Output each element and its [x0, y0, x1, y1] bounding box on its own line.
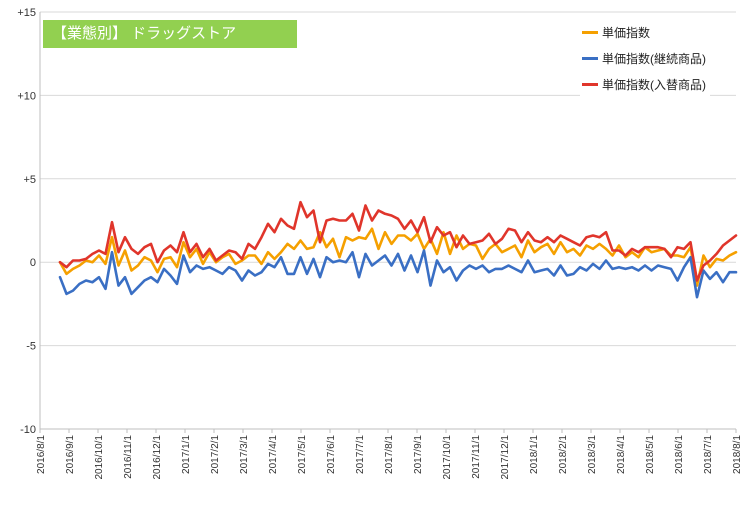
x-tick-label: 2018/7/1	[703, 435, 714, 474]
legend-swatch-continuing-products	[582, 56, 598, 60]
x-tick-label: 2018/1/1	[529, 435, 540, 474]
series-line-1	[58, 249, 738, 299]
y-tick-label: +15	[17, 7, 36, 19]
x-tick-label: 2016/11/1	[123, 435, 134, 479]
x-tick-label: 2018/4/1	[616, 435, 627, 474]
x-tick-label: 2018/5/1	[645, 435, 656, 474]
x-tick-label: 2017/12/1	[500, 435, 511, 480]
x-tick-label: 2018/8/1	[732, 435, 742, 474]
x-tick-label: 2016/12/1	[152, 435, 163, 480]
x-tick-label: 2017/3/1	[239, 435, 250, 474]
x-tick-label: 2017/5/1	[297, 435, 308, 474]
legend-item-replaced-products: 単価指数(入替商品)	[582, 71, 706, 97]
y-tick-label: -10	[20, 424, 36, 436]
axes	[39, 12, 737, 433]
legend-label-replaced-products: 単価指数(入替商品)	[602, 77, 706, 92]
series-line-2	[58, 200, 738, 282]
x-tick-label: 2016/10/1	[94, 435, 105, 480]
legend-item-continuing-products: 単価指数(継続商品)	[582, 45, 706, 71]
x-tick-label: 2017/11/1	[471, 435, 482, 479]
legend-label-price-index: 単価指数	[602, 25, 651, 40]
x-tick-label: 2018/6/1	[674, 435, 685, 474]
x-tick-label: 2017/1/1	[181, 435, 192, 474]
x-tick-label: 2016/9/1	[65, 435, 76, 474]
x-tick-label: 2017/8/1	[384, 435, 395, 474]
legend-label-continuing-products: 単価指数(継続商品)	[602, 51, 706, 66]
y-tick-label: 0	[30, 257, 36, 269]
x-tick-label: 2017/9/1	[413, 435, 424, 474]
x-tick-label: 2016/8/1	[36, 435, 47, 474]
x-tick-label: 2017/4/1	[268, 435, 279, 474]
x-tick-label: 2017/6/1	[326, 435, 337, 474]
x-tick-label: 2017/10/1	[442, 435, 453, 480]
legend-item-price-index: 単価指数	[582, 19, 706, 45]
y-tick-label: -5	[26, 341, 36, 353]
y-tick-labels: -10 -5 0 +5 +10 +15	[17, 7, 36, 436]
y-tick-label: +10	[17, 90, 36, 102]
x-tick-labels: 2016/8/1 2016/9/1 2016/10/1 2016/11/1 2016/1…	[36, 435, 742, 480]
chart-title: 【業態別】 ドラッグストア	[43, 20, 297, 48]
legend-swatch-replaced-products	[582, 82, 598, 86]
legend: 単価指数 単価指数(継続商品) 単価指数(入替商品)	[580, 15, 710, 99]
x-tick-label: 2018/3/1	[587, 435, 598, 474]
legend-swatch-price-index	[582, 30, 598, 34]
series-lines	[58, 200, 738, 299]
y-tick-label: +5	[23, 174, 36, 186]
x-tick-label: 2018/2/1	[558, 435, 569, 474]
x-tick-label: 2017/2/1	[210, 435, 221, 474]
x-tick-label: 2017/7/1	[355, 435, 366, 474]
